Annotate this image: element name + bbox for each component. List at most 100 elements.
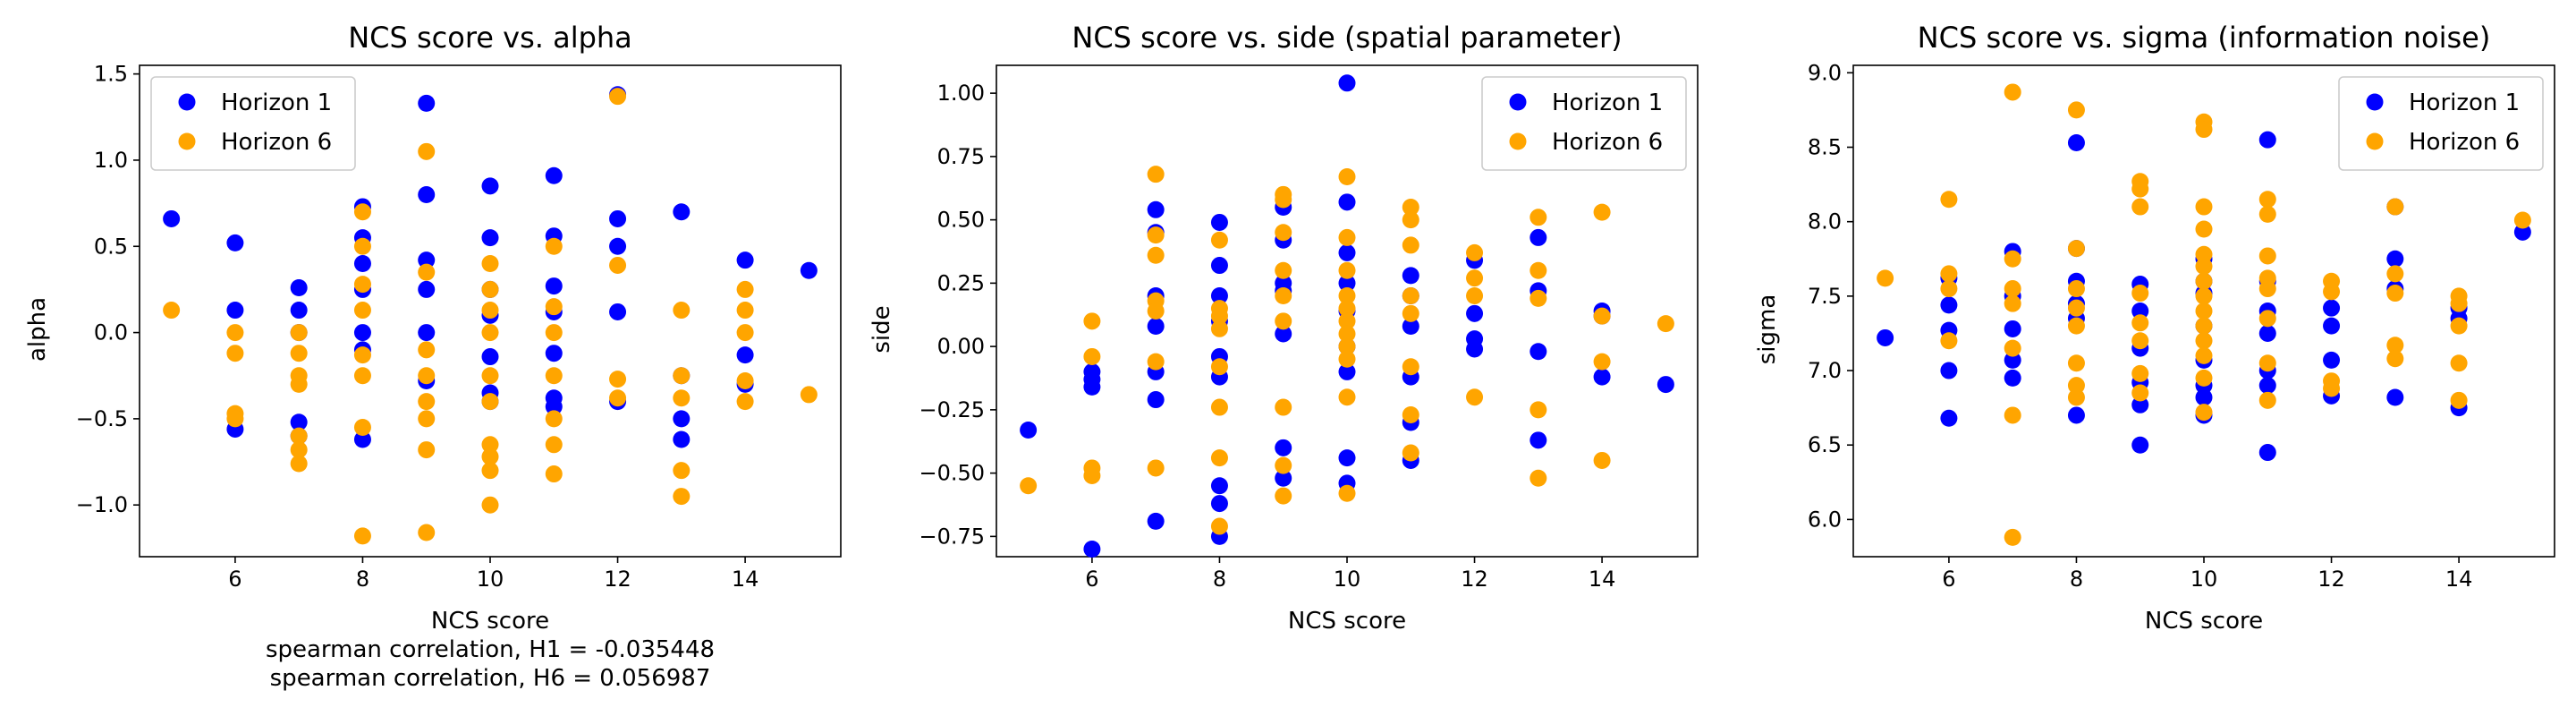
data-point — [1530, 289, 1547, 307]
data-point — [1275, 325, 1292, 343]
data-point — [418, 410, 436, 428]
data-point — [2067, 240, 2085, 258]
data-point — [2450, 294, 2468, 312]
scatter-panel-side: NCS score vs. side (spatial parameter) N… — [869, 21, 1699, 635]
data-point — [2004, 339, 2021, 357]
data-point — [736, 280, 754, 298]
data-point — [1402, 287, 1419, 305]
x-tick-label: 12 — [2318, 567, 2345, 592]
data-point — [1338, 228, 1356, 246]
data-point — [481, 367, 499, 385]
data-point — [418, 441, 436, 459]
data-point — [1402, 304, 1419, 322]
data-point — [1338, 388, 1356, 406]
data-point — [353, 324, 371, 342]
data-point — [2258, 310, 2276, 328]
legend-marker — [1509, 93, 1527, 111]
data-point — [1210, 213, 1228, 231]
legend-marker — [178, 93, 196, 111]
data-point — [673, 302, 691, 320]
data-point — [2386, 388, 2404, 406]
data-point — [1210, 517, 1228, 535]
legend-box — [2338, 76, 2544, 171]
data-point — [1275, 312, 1292, 330]
data-point — [2131, 180, 2149, 198]
data-point — [1530, 228, 1547, 246]
data-point — [2258, 191, 2276, 209]
data-point — [1147, 200, 1165, 218]
data-point — [1338, 243, 1356, 261]
data-point — [2258, 391, 2276, 409]
data-point — [2195, 369, 2213, 387]
data-point — [2258, 131, 2276, 149]
data-point — [1210, 358, 1228, 376]
data-point — [353, 237, 371, 255]
data-point — [2386, 265, 2404, 283]
data-point — [481, 496, 499, 514]
data-point — [1020, 422, 1038, 439]
data-point — [2067, 377, 2085, 395]
legend-marker — [1509, 132, 1527, 150]
data-point — [2195, 220, 2213, 238]
data-point — [2258, 247, 2276, 265]
data-point — [418, 185, 436, 203]
data-point — [1210, 320, 1228, 337]
data-point — [2513, 223, 2531, 241]
data-point — [481, 462, 499, 480]
y-tick-label: 9.0 — [1808, 60, 1842, 85]
data-point — [1083, 312, 1101, 330]
spearman-note-h6: spearman correlation, H6 = 0.056987 — [270, 665, 711, 692]
y-tick-label: −0.5 — [76, 406, 128, 431]
data-point — [481, 348, 499, 366]
data-point — [1210, 398, 1228, 416]
y-tick-label: 0.00 — [937, 334, 985, 359]
data-point — [1210, 495, 1228, 513]
data-point — [2004, 351, 2021, 369]
data-point — [2258, 280, 2276, 298]
data-point — [1402, 211, 1419, 229]
data-point — [545, 397, 563, 415]
data-point — [545, 166, 563, 184]
data-point — [1210, 287, 1228, 305]
y-tick-label: 0.5 — [94, 234, 128, 259]
data-point — [481, 302, 499, 320]
data-point — [1530, 469, 1547, 487]
data-point — [609, 256, 627, 274]
legend-box — [150, 76, 356, 171]
data-point — [2450, 354, 2468, 372]
data-point — [2004, 83, 2021, 101]
data-point — [2131, 384, 2149, 402]
data-point — [418, 251, 436, 269]
data-point — [2386, 337, 2404, 354]
data-point — [736, 372, 754, 390]
data-point — [2195, 198, 2213, 216]
data-point — [2131, 396, 2149, 413]
data-point — [1147, 459, 1165, 477]
data-point — [163, 302, 181, 320]
data-point — [800, 261, 818, 279]
data-point — [545, 237, 563, 255]
data-point — [1338, 337, 1356, 355]
data-point — [2195, 287, 2213, 305]
data-point — [2195, 332, 2213, 350]
data-point — [1940, 332, 1958, 350]
data-point — [226, 302, 244, 320]
data-point — [481, 177, 499, 195]
data-point — [2258, 324, 2276, 342]
data-point — [2067, 101, 2085, 119]
data-point — [481, 436, 499, 454]
x-tick-label: 12 — [604, 567, 631, 592]
data-point — [2258, 205, 2276, 223]
data-point — [1877, 328, 1894, 346]
data-point — [418, 324, 436, 342]
data-point — [2131, 303, 2149, 320]
data-point — [226, 234, 244, 251]
data-point — [1530, 401, 1547, 419]
data-point — [2131, 332, 2149, 350]
data-point — [1338, 362, 1356, 380]
y-tick-label: 1.5 — [94, 62, 128, 87]
y-tick-label: 7.0 — [1808, 358, 1842, 383]
data-point — [1940, 362, 1958, 379]
x-tick-label: 6 — [228, 567, 242, 592]
data-point — [2386, 198, 2404, 216]
